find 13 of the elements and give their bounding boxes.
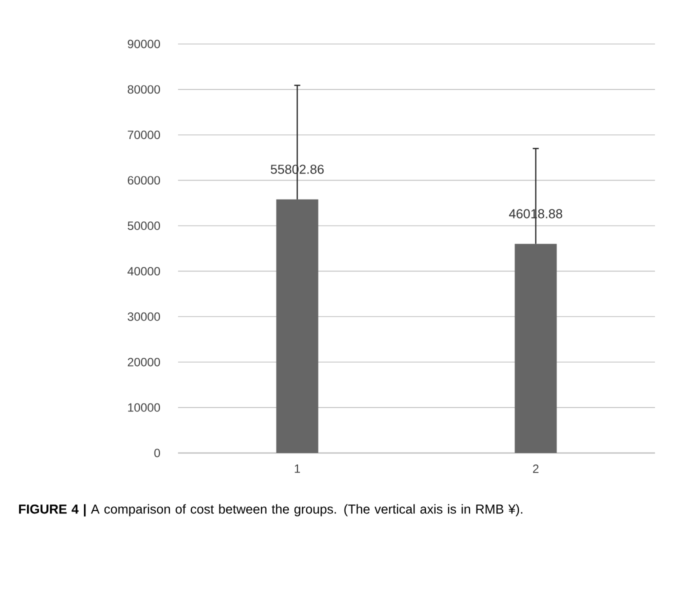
y-tick-label: 50000 <box>128 222 160 230</box>
y-tick-label: 0 <box>154 448 160 458</box>
y-tick-label: 40000 <box>128 266 160 276</box>
y-tick-label: 80000 <box>128 85 160 94</box>
x-tick-label: 2 <box>533 464 538 473</box>
y-tick-label: 90000 <box>128 40 160 48</box>
y-tick-label: 10000 <box>128 403 160 412</box>
y-tick-label: 60000 <box>128 176 160 185</box>
y-tick-label: 30000 <box>128 312 160 321</box>
y-tick-label: 20000 <box>128 358 160 366</box>
text: FIGURE 4 | A comparison of cost between the groups. (The vertical axis is in RMB ¥). <box>19 504 522 516</box>
y-tick-label: 70000 <box>128 130 160 140</box>
x-tick-label: 1 <box>294 464 300 473</box>
